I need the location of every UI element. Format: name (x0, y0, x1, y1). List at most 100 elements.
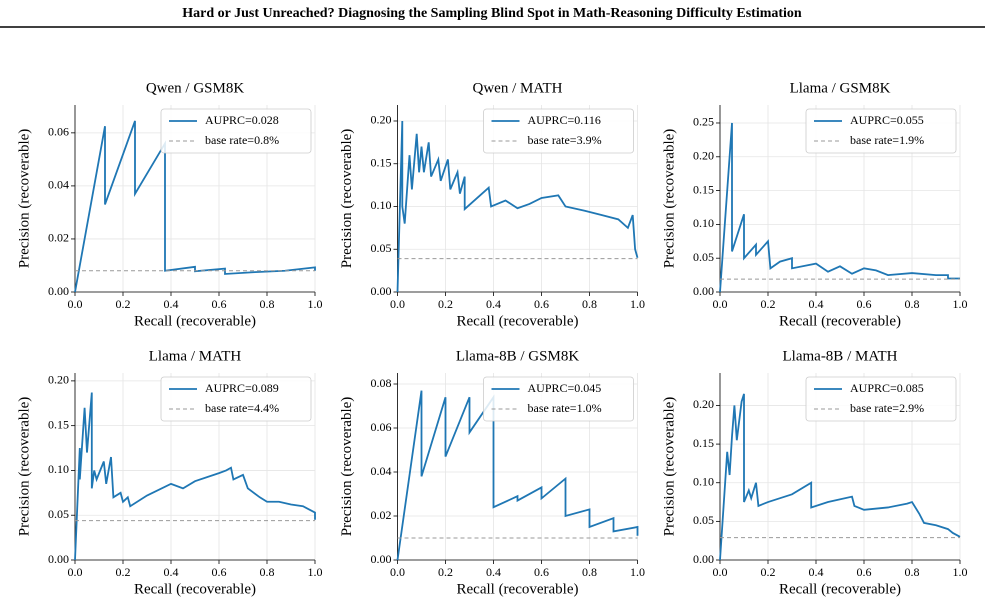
x-axis-label: Recall (recoverable) (134, 313, 256, 329)
x-tick-label: 0.8 (582, 565, 597, 579)
y-tick-label: 0.00 (371, 552, 392, 566)
x-axis-label: Recall (recoverable) (134, 581, 256, 597)
y-tick-label: 0.00 (693, 552, 714, 566)
y-tick-label: 0.00 (693, 284, 714, 298)
y-tick-label: 0.00 (371, 284, 392, 298)
y-tick-label: 0.15 (48, 417, 69, 431)
x-tick-label: 0.8 (582, 297, 597, 311)
legend-label: base rate=0.8% (205, 133, 279, 147)
x-tick-label: 0.4 (486, 297, 501, 311)
y-tick-label: 0.10 (693, 474, 714, 488)
y-axis-label: Precision (recoverable) (339, 397, 355, 537)
y-tick-label: 0.15 (693, 436, 714, 450)
y-tick-label: 0.06 (371, 420, 392, 434)
y-tick-label: 0.04 (48, 178, 69, 192)
x-tick-label: 1.0 (953, 297, 968, 311)
legend-label: AUPRC=0.028 (205, 113, 279, 127)
x-tick-label: 0.2 (438, 297, 453, 311)
y-tick-label: 0.25 (693, 115, 714, 129)
x-tick-label: 0.6 (534, 297, 549, 311)
series-line (396, 390, 639, 561)
x-tick-label: 1.0 (308, 565, 323, 579)
legend-label: base rate=1.0% (528, 401, 602, 415)
x-tick-label: 0.0 (68, 297, 83, 311)
y-axis-label: Precision (recoverable) (339, 129, 355, 269)
series-line (396, 120, 639, 293)
x-tick-label: 0.8 (260, 297, 275, 311)
y-tick-label: 0.02 (48, 231, 69, 245)
series-line (719, 122, 960, 293)
series-line (719, 393, 961, 561)
legend-label: base rate=1.9% (850, 133, 924, 147)
series-line (74, 392, 316, 561)
y-axis-label: Precision (recoverable) (661, 129, 677, 269)
y-tick-label: 0.00 (48, 552, 69, 566)
x-tick-label: 0.0 (68, 565, 83, 579)
y-tick-label: 0.00 (48, 284, 69, 298)
x-tick-label: 0.0 (713, 565, 728, 579)
chart-title: Qwen / MATH (473, 80, 563, 96)
y-tick-label: 0.08 (371, 376, 392, 390)
x-tick-label: 0.2 (116, 297, 131, 311)
x-tick-label: 0.6 (212, 297, 227, 311)
y-axis-label: Precision (recoverable) (661, 397, 677, 537)
y-tick-label: 0.10 (371, 198, 392, 212)
legend-label: base rate=2.9% (850, 401, 924, 415)
y-axis-label: Precision (recoverable) (16, 397, 32, 537)
x-tick-label: 0.6 (534, 565, 549, 579)
legend-box (160, 376, 312, 422)
legend-label: AUPRC=0.045 (528, 381, 602, 395)
x-tick-label: 1.0 (308, 297, 323, 311)
x-axis-label: Recall (recoverable) (457, 313, 579, 329)
x-tick-label: 0.4 (164, 565, 179, 579)
legend-box (805, 376, 957, 422)
chart-title: Llama-8B / MATH (783, 348, 898, 364)
x-tick-label: 1.0 (953, 565, 968, 579)
y-tick-label: 0.20 (371, 113, 392, 127)
chart-title: Qwen / GSM8K (146, 80, 245, 96)
x-axis-label: Recall (recoverable) (457, 581, 579, 597)
y-tick-label: 0.04 (371, 464, 392, 478)
legend-label: AUPRC=0.116 (528, 113, 601, 127)
legend-box (483, 108, 634, 154)
x-tick-label: 0.2 (116, 565, 131, 579)
paper-header: Hard or Just Unreached? Diagnosing the S… (182, 6, 802, 21)
x-tick-label: 0.2 (761, 297, 776, 311)
x-tick-label: 0.8 (905, 297, 920, 311)
chart-title: Llama-8B / GSM8K (456, 348, 579, 364)
y-tick-label: 0.06 (48, 125, 69, 139)
x-tick-label: 0.8 (260, 565, 275, 579)
y-tick-label: 0.05 (693, 250, 714, 264)
x-tick-label: 0.4 (164, 297, 179, 311)
x-tick-label: 1.0 (630, 565, 645, 579)
y-tick-label: 0.10 (48, 462, 69, 476)
y-tick-label: 0.10 (693, 216, 714, 230)
x-tick-label: 0.8 (905, 565, 920, 579)
legend-box (160, 108, 312, 154)
legend-label: AUPRC=0.089 (205, 381, 279, 395)
x-tick-label: 0.2 (761, 565, 776, 579)
legend-label: base rate=3.9% (528, 133, 602, 147)
y-tick-label: 0.20 (693, 397, 714, 411)
x-tick-label: 0.0 (713, 297, 728, 311)
legend-label: AUPRC=0.055 (850, 113, 924, 127)
x-tick-label: 0.4 (486, 565, 501, 579)
chart-title: Llama / GSM8K (790, 80, 891, 96)
x-tick-label: 0.0 (390, 297, 405, 311)
x-tick-label: 0.4 (809, 565, 824, 579)
y-tick-label: 0.15 (371, 155, 392, 169)
x-axis-label: Recall (recoverable) (779, 581, 901, 597)
legend-box (483, 376, 634, 422)
x-axis-label: Recall (recoverable) (779, 313, 901, 329)
y-tick-label: 0.02 (371, 508, 392, 522)
x-tick-label: 0.6 (857, 565, 872, 579)
y-axis-label: Precision (recoverable) (16, 129, 32, 269)
x-tick-label: 0.0 (390, 565, 405, 579)
y-tick-label: 0.05 (48, 507, 69, 521)
y-tick-label: 0.05 (693, 513, 714, 527)
x-tick-label: 0.2 (438, 565, 453, 579)
x-tick-label: 1.0 (630, 297, 645, 311)
chart-title: Llama / MATH (149, 348, 242, 364)
